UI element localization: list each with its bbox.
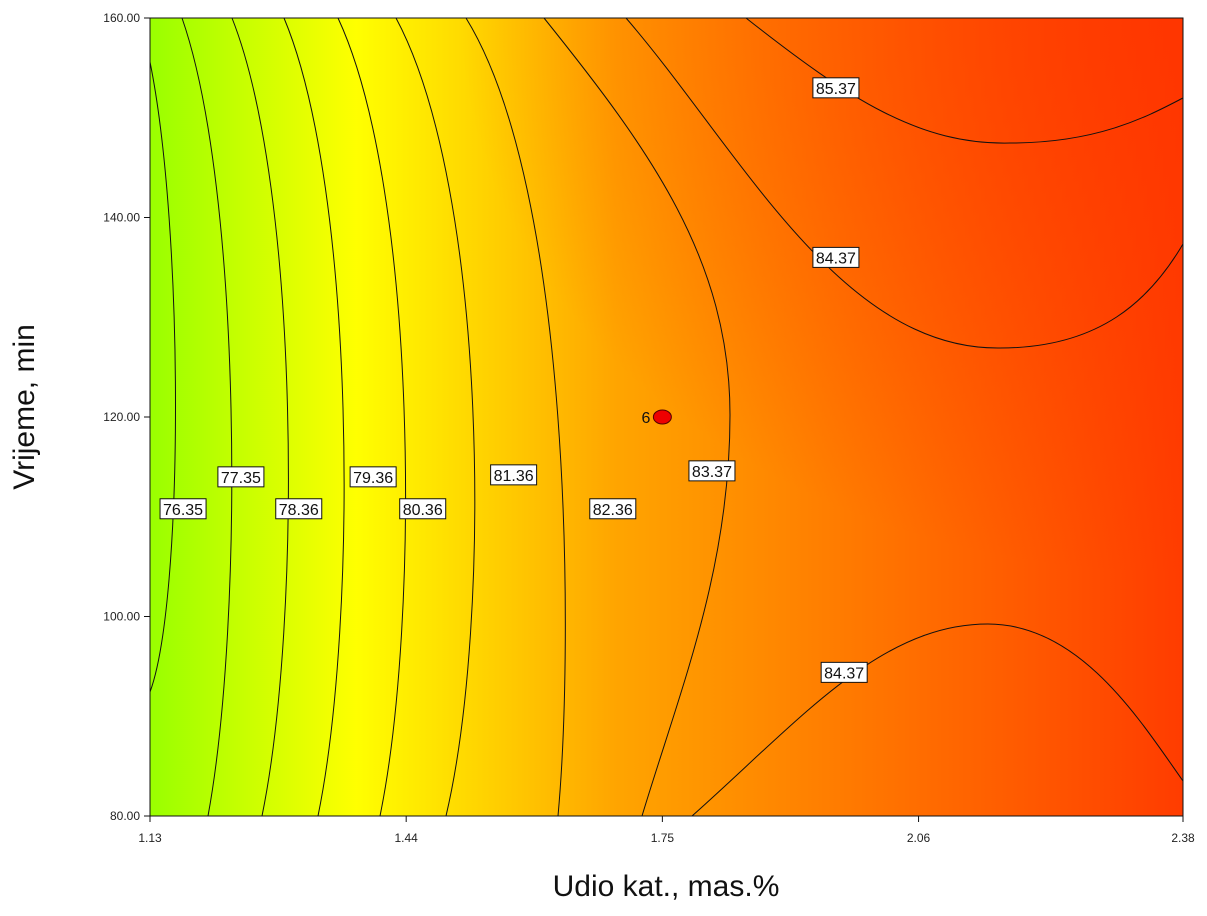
contour-label-box: [399, 498, 447, 520]
contour-line-78-36: [231, 17, 289, 817]
design-point-label: 6: [641, 410, 650, 427]
contour-label: 85.37: [812, 77, 860, 99]
contour-line-82-36: [465, 17, 566, 817]
contour-label-text: 77.35: [221, 470, 261, 487]
contour-labels: 76.35 77.35 78.36 79.36 80.36 81.36 82.36 83.37…: [159, 77, 868, 683]
contour-label-text: 78.36: [279, 502, 319, 519]
y-tick-label: 140.00: [103, 211, 140, 225]
contour-line-76-35: [149, 61, 176, 693]
x-tick-label: 2.38: [1171, 831, 1195, 845]
x-tick-label: 1.44: [395, 831, 419, 845]
contour-label: 83.37: [688, 460, 736, 482]
contour-label-text: 79.36: [353, 470, 393, 487]
contour-label: 77.35: [217, 466, 265, 488]
contour-line-79-36: [283, 17, 345, 817]
contour-label-box: [217, 466, 265, 488]
design-points: 6: [641, 409, 672, 427]
contour-label-box: [688, 460, 736, 482]
contour-line-81-36: [395, 17, 476, 817]
contour-label-box: [589, 498, 637, 520]
contour-line-77-35: [181, 17, 233, 817]
x-tick-label: 1.75: [651, 831, 675, 845]
y-tick-label: 120.00: [103, 410, 140, 424]
contour-lines: [149, 17, 1184, 817]
contour-label-box: [812, 77, 860, 99]
contour-label: 78.36: [275, 498, 323, 520]
contour-line-80-36: [337, 17, 407, 817]
contour-line-83-37: [543, 17, 731, 817]
contour-label-text: 80.36: [403, 502, 443, 519]
contour-label-text: 83.37: [692, 464, 732, 481]
contour-label-text: 76.35: [163, 502, 203, 519]
contour-label-box: [159, 498, 207, 520]
x-tick-label: 2.06: [907, 831, 931, 845]
x-axis-title: Udio kat., mas.%: [553, 870, 780, 903]
y-tick-label: 160.00: [103, 11, 140, 25]
contour-label-text: 84.37: [816, 250, 856, 267]
contour-label: 81.36: [490, 464, 538, 486]
x-tick-label: 1.13: [138, 831, 162, 845]
contour-line-84-37-upper: [625, 17, 1184, 349]
contour-label: 84.37: [820, 661, 868, 683]
contour-label: 80.36: [399, 498, 447, 520]
y-axis-title: Vrijeme, min: [8, 324, 41, 490]
contour-label-box: [812, 246, 860, 268]
y-tick-label: 100.00: [103, 610, 140, 624]
y-axis-ticks: 80.00 100.00 120.00 140.00 160.00: [103, 11, 150, 823]
design-point-marker: [652, 409, 672, 425]
contour-label: 84.37: [812, 246, 860, 268]
contour-label-text: 84.37: [824, 665, 864, 682]
contour-label: 82.36: [589, 498, 637, 520]
contour-label-box: [275, 498, 323, 520]
contour-label-text: 81.36: [494, 468, 534, 485]
contour-label-box: [349, 466, 397, 488]
contour-label: 76.35: [159, 498, 207, 520]
contour-label-box: [490, 464, 538, 486]
y-tick-label: 80.00: [110, 809, 140, 823]
contour-label-box: [820, 661, 868, 683]
contour-label-text: 85.37: [816, 81, 856, 98]
contour-line-84-37-lower: [691, 623, 1184, 817]
contour-label-text: 82.36: [593, 502, 633, 519]
x-axis-ticks: 1.13 1.44 1.75 2.06 2.38: [138, 816, 1195, 845]
contour-label: 79.36: [349, 466, 397, 488]
